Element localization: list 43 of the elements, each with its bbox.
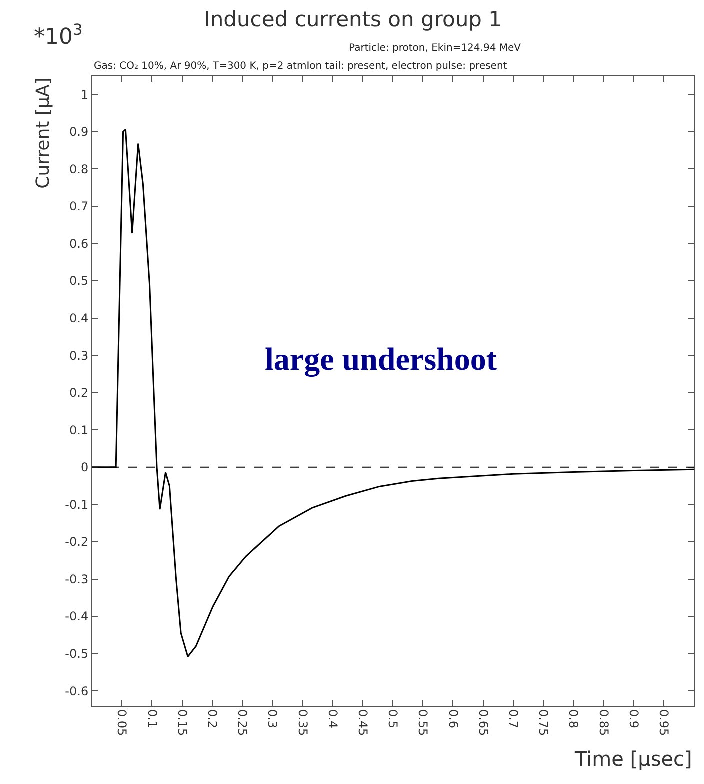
y-tick-label: 1 [80, 88, 89, 102]
x-tick-label: 0.75 [536, 709, 551, 736]
x-tick-label: 0.7 [506, 709, 520, 728]
annotation: large undershoot [265, 341, 498, 378]
y-tick-label: -0.4 [65, 610, 89, 624]
y-tick-label: 0 [80, 460, 89, 475]
y-tick-label: 0.1 [70, 423, 89, 438]
y-tick-label: 0.2 [70, 386, 89, 400]
x-axis-title: Time [μsec] [574, 747, 692, 771]
x-tick-label: 0.25 [236, 709, 250, 736]
y-tick-label: 0.7 [70, 200, 89, 214]
text: Gas: CO₂ 10%, Ar 90%, T=300 K, p=2 atmIon tail: present, electron pulse: present [94, 61, 508, 72]
y-tick-label: 0.6 [70, 236, 89, 251]
y-tick-label: 0.8 [70, 162, 89, 176]
y-axis-title: Current [μA] [32, 78, 54, 189]
x-tick-label: 0.95 [657, 709, 671, 736]
x-tick-label: 0.15 [175, 709, 190, 736]
chart-title: Induced currents on group 1 [204, 7, 502, 32]
x-tick-label: 0.6 [446, 709, 460, 728]
text: Particle: proton, Ekin=124.94 MeV [349, 43, 522, 54]
y-tick-label: -0.5 [65, 647, 89, 662]
x-tick-label: 0.5 [386, 709, 400, 728]
y-tick-label: -0.1 [65, 498, 89, 512]
x-tick-label: 0.35 [296, 709, 310, 736]
x-tick-label: 0.1 [145, 709, 160, 728]
y-tick-label: 0.3 [70, 348, 89, 363]
y-tick-label: 0.4 [70, 312, 89, 326]
x-tick-label: 0.05 [115, 709, 130, 736]
text: *10$^{3}$ [34, 21, 83, 50]
y-tick-label: 0.9 [70, 125, 89, 140]
y-tick-label: -0.3 [65, 572, 89, 586]
x-tick-label: 0.3 [266, 709, 280, 728]
x-tick-label: 0.85 [596, 709, 611, 736]
x-tick-label: 0.45 [356, 709, 370, 736]
y-tick-label: 0.5 [70, 274, 89, 288]
x-tick-label: 0.65 [476, 709, 490, 736]
y-tick-label: -0.2 [65, 535, 89, 550]
y-tick-label: -0.6 [65, 684, 89, 698]
x-tick-label: 0.2 [206, 709, 220, 728]
x-tick-label: 0.4 [326, 709, 340, 728]
x-tick-label: 0.9 [626, 709, 641, 728]
x-tick-label: 0.8 [566, 709, 581, 728]
x-tick-label: 0.55 [416, 709, 430, 736]
